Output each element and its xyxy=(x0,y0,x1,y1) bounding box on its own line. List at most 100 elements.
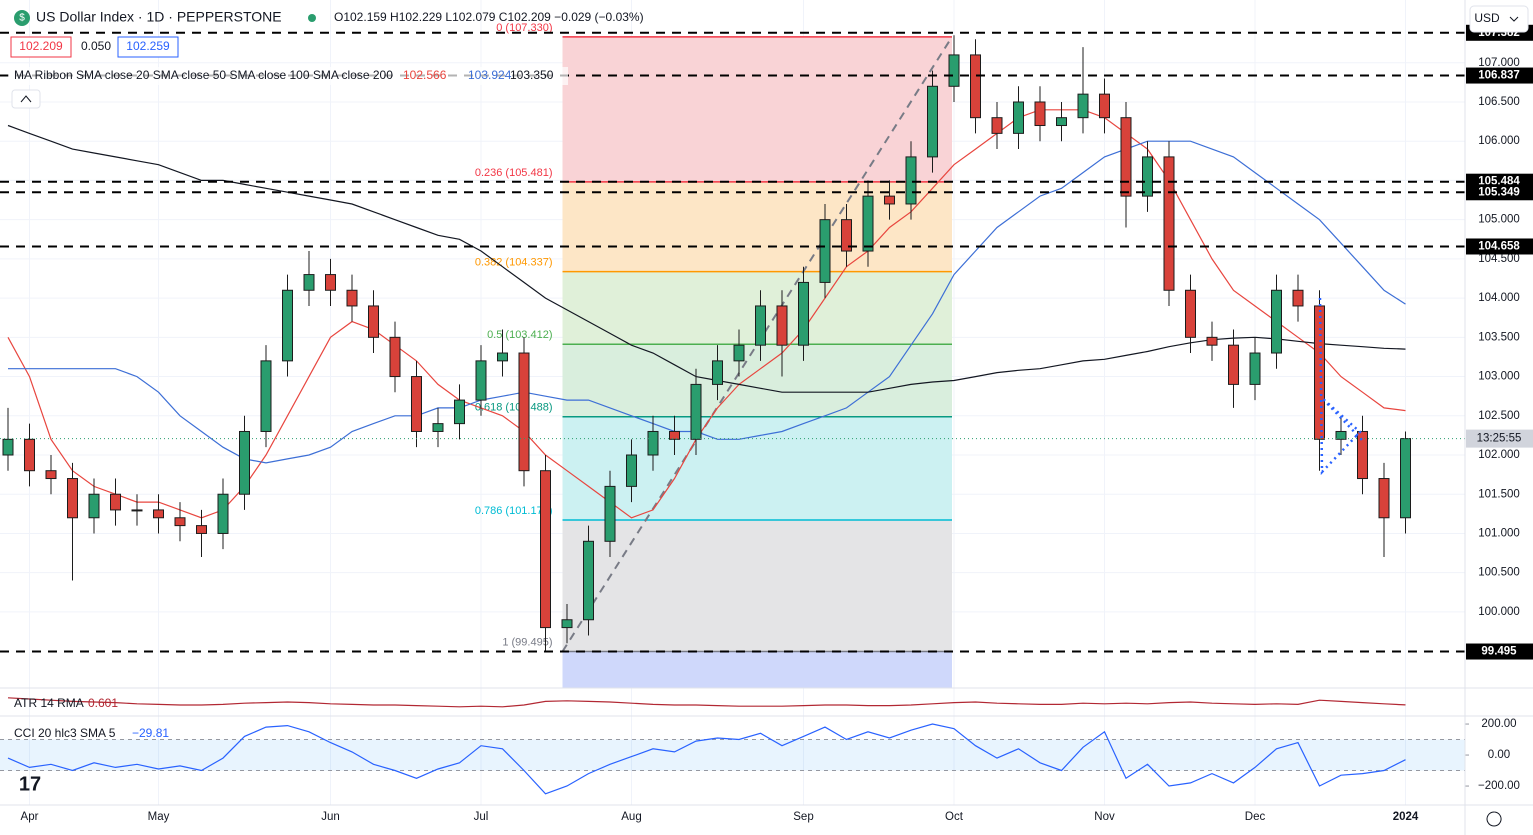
candle-body xyxy=(1163,156,1175,291)
indicator-title: ATR 14 RMA xyxy=(14,696,84,710)
fib-zone xyxy=(562,344,952,417)
candle-body xyxy=(2,438,14,456)
candle-body xyxy=(1314,305,1325,440)
candle-body xyxy=(1206,336,1218,346)
candle-body xyxy=(948,54,960,87)
x-tick-label: Jun xyxy=(321,811,340,823)
dropdown-icon xyxy=(1509,16,1519,22)
candle-body xyxy=(626,454,637,487)
market-status xyxy=(308,14,316,22)
y-tick-label: 200.00 xyxy=(1481,718,1516,730)
ma-value: 103.350 xyxy=(510,68,554,82)
y-tick-label: 103.500 xyxy=(1478,331,1520,343)
x-tick-label: Apr xyxy=(21,811,39,823)
indicator-title: CCI 20 hlc3 SMA 5 xyxy=(14,726,116,740)
candle-body xyxy=(1292,289,1304,307)
ma-value: 102.566 xyxy=(403,68,447,82)
candle-body xyxy=(862,195,874,252)
currency-button[interactable] xyxy=(1469,5,1529,33)
candle-body xyxy=(303,274,315,291)
fib-zone xyxy=(562,181,952,272)
collapse-icon xyxy=(20,95,32,103)
candle-body xyxy=(432,423,444,432)
candle-body xyxy=(991,117,1003,134)
countdown: 13:25:55 xyxy=(1477,433,1522,445)
candle-body xyxy=(389,336,401,378)
bid-price: 102.209 xyxy=(19,39,63,53)
candle-body xyxy=(1034,101,1046,127)
candle-body xyxy=(174,517,186,527)
level-label: 104.658 xyxy=(1478,241,1520,253)
candle-body xyxy=(905,156,917,205)
candle-body xyxy=(1271,289,1282,354)
candle-body xyxy=(540,470,551,629)
symbol-icon-glyph: $ xyxy=(19,13,25,24)
candle-body xyxy=(776,305,788,346)
x-tick-label: 2024 xyxy=(1393,811,1419,823)
candle-body xyxy=(368,305,379,338)
x-tick-label: Sep xyxy=(793,811,813,823)
candle-body xyxy=(970,54,981,119)
fib-label: 0.236 (105.481) xyxy=(475,167,553,179)
candle-body xyxy=(604,485,616,542)
y-tick-label: 104.500 xyxy=(1478,253,1520,265)
candle-body xyxy=(518,352,530,472)
bid-box[interactable] xyxy=(10,36,72,58)
candle-body xyxy=(282,289,293,362)
cci-band xyxy=(0,739,1465,771)
candle-body xyxy=(733,344,745,362)
collapse-button[interactable] xyxy=(11,89,41,109)
candle-body xyxy=(884,195,895,205)
fib-zone xyxy=(562,519,952,652)
candle-body xyxy=(67,478,78,519)
x-tick-label: Oct xyxy=(945,811,964,823)
candle-body xyxy=(927,85,938,158)
y-tick-label: 103.000 xyxy=(1478,371,1520,383)
candle-body xyxy=(561,619,573,629)
currency: USD xyxy=(1474,11,1500,25)
level-tag xyxy=(1466,643,1533,660)
y-tick-label: 104.000 xyxy=(1478,292,1520,304)
candle-body xyxy=(497,352,508,362)
y-tick-label: 106.000 xyxy=(1478,135,1520,147)
candle-body xyxy=(131,509,143,512)
indicator-value: 0.601 xyxy=(88,696,118,710)
level-label: 105.349 xyxy=(1478,186,1520,198)
fib-label: 1 (99.495) xyxy=(502,636,552,648)
candle-body xyxy=(819,219,831,283)
logo: 17 xyxy=(19,773,41,795)
ask-box[interactable] xyxy=(117,36,179,58)
legend-bg xyxy=(8,67,568,85)
fib-label: 0.5 (103.412) xyxy=(487,329,552,341)
candle-body xyxy=(239,430,250,495)
symbol-title[interactable]: US Dollar Index · 1D · PEPPERSTONE xyxy=(36,9,282,25)
candle-body xyxy=(1378,478,1390,519)
candle-body xyxy=(110,493,121,511)
candle-body xyxy=(1120,117,1132,197)
fib-label: 0.618 (102.488) xyxy=(475,402,553,414)
fib-label: 0.786 (101.172) xyxy=(475,505,553,517)
y-tick-label: 106.500 xyxy=(1478,96,1520,108)
candle-body xyxy=(1228,344,1239,385)
ohlc-legend: O102.159 H102.229 L102.079 C102.209 −0.0… xyxy=(334,10,644,24)
moving-average xyxy=(7,124,1406,393)
x-tick-label: Nov xyxy=(1094,811,1115,823)
x-tick-label: May xyxy=(148,811,170,823)
level-label: 106.837 xyxy=(1478,70,1520,82)
y-tick-label: 105.000 xyxy=(1478,214,1520,226)
y-tick-label: 100.500 xyxy=(1478,567,1520,579)
fib-zone xyxy=(562,416,952,520)
candle-body xyxy=(1099,93,1110,119)
candle-body xyxy=(24,438,35,472)
ask-price: 102.259 xyxy=(126,39,170,53)
fib-label: 0.382 (104.337) xyxy=(475,257,553,269)
candle-body xyxy=(217,493,229,534)
candle-body xyxy=(153,509,164,519)
level-tag xyxy=(1466,238,1533,255)
settings-icon[interactable] xyxy=(1486,811,1502,827)
x-tick-label: Aug xyxy=(621,811,641,823)
candle-body xyxy=(454,399,465,425)
x-tick-label: Dec xyxy=(1245,811,1266,823)
y-tick-label: 107.000 xyxy=(1478,57,1520,69)
